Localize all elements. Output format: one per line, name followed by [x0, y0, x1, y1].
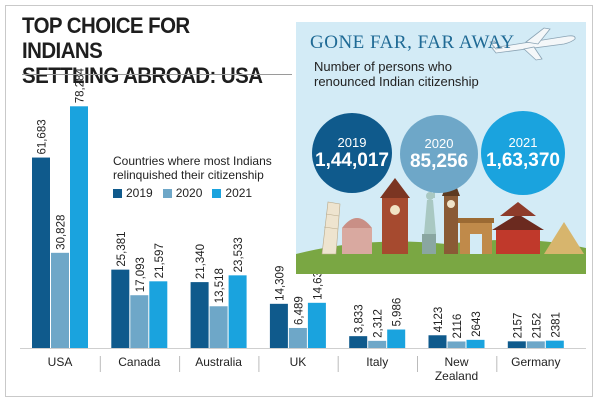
bar-canada-2020 — [130, 295, 149, 348]
bubble-2020-value: 85,256 — [409, 150, 469, 172]
bar-australia-2020 — [209, 306, 228, 348]
bar-label-italy-2019: 3,833 — [354, 304, 366, 333]
bar-label-germany-2019: 2157 — [512, 313, 524, 339]
bar-italy-2021 — [387, 329, 406, 348]
bar-usa-2021 — [70, 106, 88, 348]
bubble-2019-year: 2019 — [337, 134, 367, 150]
headline-line-1: TOP CHOICE FOR INDIANS — [22, 13, 190, 63]
legend-item-2020: 2020 — [162, 186, 203, 200]
panel-title: GONE FAR, FAR AWAY — [310, 32, 515, 53]
bar-label-uk-2019: 14,309 — [274, 266, 286, 301]
legend: 2019 2020 2021 — [113, 186, 252, 200]
bar-germany-2020 — [526, 341, 545, 348]
dome-building-icon — [342, 218, 372, 254]
bar-label-canada-2019: 25,381 — [116, 231, 128, 266]
bar-label-usa-2020: 30,828 — [56, 215, 68, 250]
bar-canada-2019 — [111, 269, 130, 348]
bar-label-new-zealand-2021: 2643 — [471, 311, 483, 337]
bar-usa-2020 — [51, 252, 69, 348]
bar-label-australia-2021: 23,533 — [233, 237, 245, 272]
bar-germany-2021 — [545, 340, 564, 348]
headline-line-2: SETTLING ABROAD: USA — [22, 63, 263, 88]
bar-label-new-zealand-2020: 2116 — [452, 314, 464, 339]
bar-label-new-zealand-2019: 4123 — [433, 307, 445, 333]
legend-swatch-2019 — [113, 188, 122, 198]
panel-subtitle-line-2: renounced Indian citizenship — [314, 74, 479, 89]
legend-title-line-1: Countries where most Indians — [113, 154, 272, 168]
legend-label-2019: 2019 — [126, 186, 153, 200]
bar-italy-2020 — [368, 340, 387, 348]
bar-label-usa-2021: 78,284 — [75, 68, 87, 104]
category-label-usa: USA — [48, 355, 73, 369]
clock-tower-icon — [380, 178, 410, 254]
bar-uk-2019 — [269, 303, 288, 348]
india-gate-icon — [458, 218, 494, 254]
panel-subtitle-line-1: Number of persons who — [314, 59, 453, 74]
category-label-new-zealand-line-2: Zealand — [435, 369, 478, 383]
bar-label-uk-2020: 6,489 — [293, 296, 305, 325]
category-label-germany: Germany — [511, 355, 560, 369]
legend-swatch-2020 — [162, 188, 172, 198]
bar-new-zealand-2021 — [466, 339, 485, 348]
bar-canada-2021 — [149, 281, 168, 348]
bubble-2021-value: 1,63,370 — [486, 149, 560, 171]
infographic-frame — [5, 5, 593, 397]
panel-subtitle: Number of persons who renounced Indian c… — [314, 59, 534, 89]
bar-italy-2019 — [349, 336, 368, 348]
bar-label-germany-2020: 2152 — [531, 313, 543, 339]
pyramid-icon — [544, 222, 584, 254]
bar-label-canada-2020: 17,093 — [135, 257, 147, 292]
category-label-italy: Italy — [366, 355, 388, 369]
legend-swatch-2021 — [212, 188, 222, 198]
bubble-2021-year: 2021 — [508, 134, 538, 150]
pagoda-icon — [492, 202, 544, 254]
bar-uk-2021 — [307, 302, 326, 348]
bar-new-zealand-2020 — [447, 341, 466, 348]
bubble-2021: 2021 1,63,370 — [481, 111, 565, 195]
bubble-2019-value: 1,44,017 — [315, 149, 389, 171]
bar-usa-2019 — [32, 157, 50, 348]
bar-label-australia-2019: 21,340 — [195, 244, 207, 279]
bubble-2020-year: 2020 — [424, 135, 454, 151]
bar-label-usa-2019: 61,683 — [37, 119, 49, 154]
legend-item-2021: 2021 — [212, 186, 252, 200]
headline: TOP CHOICE FOR INDIANS SETTLING ABROAD: … — [22, 13, 273, 88]
bar-australia-2021 — [228, 275, 247, 348]
ground — [296, 239, 586, 274]
bar-label-canada-2021: 21,597 — [154, 243, 166, 278]
category-label-new-zealand-line-1: New — [444, 355, 468, 369]
bubble-2020: 2020 85,256 — [400, 115, 478, 193]
bar-australia-2019 — [190, 282, 209, 348]
statue-of-liberty-icon — [422, 182, 436, 254]
info-panel: GONE FAR, FAR AWAY Number of persons who… — [296, 22, 586, 274]
headline-divider — [22, 74, 292, 75]
airplane-icon — [489, 27, 576, 61]
category-label-canada: Canada — [118, 355, 160, 369]
leaning-tower-icon — [321, 201, 341, 255]
legend-label-2021: 2021 — [225, 186, 253, 200]
legend-title: Countries where most Indians relinquishe… — [113, 154, 293, 182]
bar-uk-2020 — [288, 327, 307, 348]
legend-label-2020: 2020 — [175, 186, 203, 200]
bubble-2019: 2019 1,44,017 — [312, 113, 392, 193]
legend-item-2019: 2019 — [113, 186, 153, 200]
bar-new-zealand-2019 — [428, 335, 447, 348]
category-label-australia: Australia — [195, 355, 242, 369]
bar-label-italy-2021: 5,986 — [392, 298, 404, 327]
category-label-uk: UK — [290, 355, 307, 369]
bar-germany-2019 — [507, 341, 526, 348]
bar-label-australia-2020: 13,518 — [214, 268, 226, 303]
landmarks-illustration — [296, 27, 586, 274]
bar-label-italy-2020: 2,312 — [373, 309, 385, 338]
bar-label-germany-2021: 2381 — [550, 312, 562, 338]
legend-title-line-2: relinquished their citizenship — [113, 168, 264, 182]
